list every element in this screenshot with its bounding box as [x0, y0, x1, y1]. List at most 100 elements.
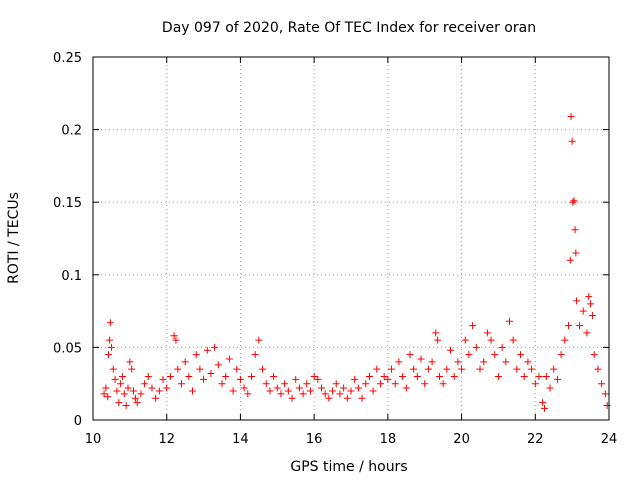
- y-tick-label: 0.05: [53, 341, 82, 356]
- data-point: [509, 336, 517, 344]
- data-point: [104, 393, 112, 401]
- data-point: [247, 372, 255, 380]
- data-point: [413, 372, 421, 380]
- data-point: [491, 351, 499, 359]
- data-point: [131, 394, 139, 402]
- data-point: [130, 387, 138, 395]
- data-point: [189, 387, 197, 395]
- x-axis-title: GPS time / hours: [290, 459, 407, 475]
- data-point: [113, 387, 121, 395]
- chart-title: Day 097 of 2020, Rate Of TEC Index for r…: [162, 20, 536, 36]
- data-point: [196, 365, 204, 373]
- y-tick-label: 0.15: [53, 196, 82, 211]
- data-point: [487, 336, 495, 344]
- data-point: [454, 358, 462, 366]
- y-tick-label: 0.25: [53, 51, 82, 66]
- data-point: [122, 401, 130, 409]
- data-point: [569, 198, 577, 206]
- data-point: [192, 351, 200, 359]
- data-point: [128, 365, 136, 373]
- data-point: [120, 390, 128, 398]
- data-point: [395, 358, 403, 366]
- data-point: [424, 365, 432, 373]
- data-point: [513, 365, 521, 373]
- data-point: [244, 390, 252, 398]
- data-point: [458, 365, 466, 373]
- data-point: [218, 380, 226, 388]
- data-point: [318, 384, 326, 392]
- data-point: [292, 375, 300, 383]
- data-point: [170, 332, 178, 340]
- data-point: [564, 322, 572, 330]
- data-point: [314, 375, 322, 383]
- data-point: [380, 372, 388, 380]
- data-point: [281, 380, 289, 388]
- data-point: [603, 401, 611, 409]
- data-point: [572, 249, 580, 257]
- data-point: [524, 358, 532, 366]
- data-point: [435, 372, 443, 380]
- data-point: [439, 380, 447, 388]
- data-point: [225, 355, 233, 363]
- x-tick-label: 20: [453, 432, 470, 447]
- plot-frame: [92, 56, 610, 421]
- data-point: [177, 380, 185, 388]
- data-point: [259, 365, 267, 373]
- data-point: [200, 375, 208, 383]
- data-point: [148, 384, 156, 392]
- data-point: [428, 358, 436, 366]
- data-point: [100, 390, 108, 398]
- data-point: [343, 394, 351, 402]
- data-point: [505, 317, 513, 325]
- data-point: [469, 322, 477, 330]
- data-point: [159, 375, 167, 383]
- data-point: [240, 384, 248, 392]
- data-point: [557, 351, 565, 359]
- data-point: [531, 380, 539, 388]
- data-point: [336, 390, 344, 398]
- y-tick-label: 0.1: [61, 269, 82, 284]
- data-point: [102, 384, 110, 392]
- data-point: [172, 336, 180, 344]
- data-point: [111, 375, 119, 383]
- data-point: [434, 336, 442, 344]
- data-point: [391, 380, 399, 388]
- data-point: [118, 372, 126, 380]
- data-point: [109, 365, 117, 373]
- data-point: [107, 343, 115, 351]
- data-point: [590, 351, 598, 359]
- data-point: [266, 387, 274, 395]
- data-point: [270, 372, 278, 380]
- data-point: [124, 384, 132, 392]
- data-point: [174, 365, 182, 373]
- data-point: [585, 293, 593, 301]
- data-point: [222, 372, 230, 380]
- data-point: [546, 384, 554, 392]
- data-point: [255, 336, 263, 344]
- data-point: [365, 372, 373, 380]
- data-point: [106, 336, 114, 344]
- data-point: [447, 346, 455, 354]
- data-point: [384, 375, 392, 383]
- data-point: [594, 365, 602, 373]
- data-point: [406, 351, 414, 359]
- data-point: [421, 380, 429, 388]
- data-point: [410, 365, 418, 373]
- data-point: [571, 226, 579, 234]
- data-point: [137, 390, 145, 398]
- data-point: [288, 394, 296, 402]
- x-tick-label: 24: [601, 432, 618, 447]
- data-point: [351, 375, 359, 383]
- data-point: [325, 394, 333, 402]
- data-point: [376, 380, 384, 388]
- data-point: [277, 390, 285, 398]
- data-point: [570, 197, 578, 205]
- data-point: [284, 387, 292, 395]
- data-point: [306, 387, 314, 395]
- data-point: [310, 372, 318, 380]
- data-point: [553, 375, 561, 383]
- data-point: [115, 399, 123, 407]
- data-point: [329, 387, 337, 395]
- data-point: [583, 329, 591, 337]
